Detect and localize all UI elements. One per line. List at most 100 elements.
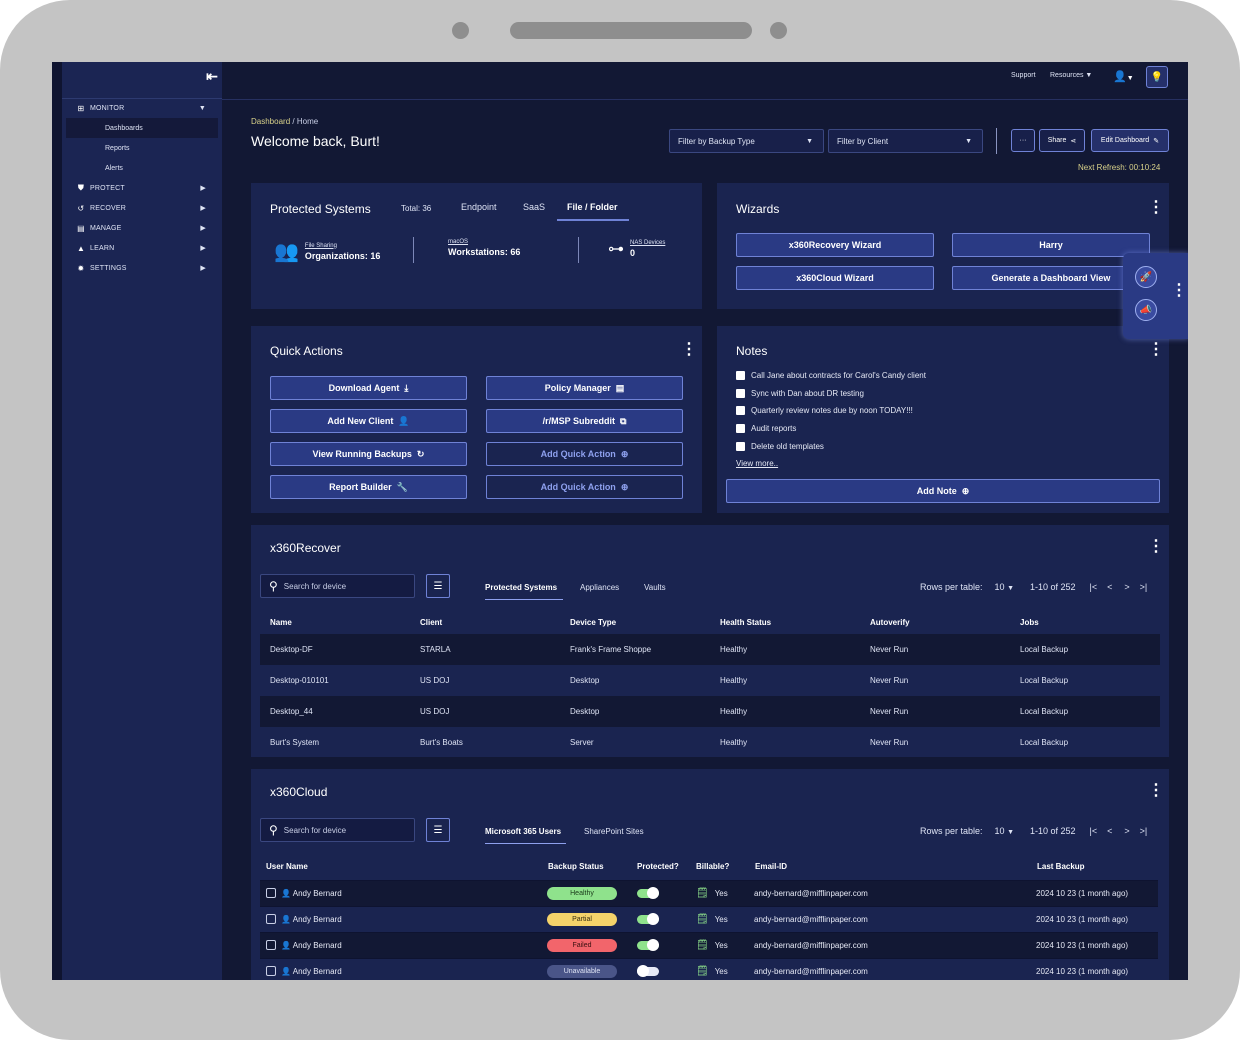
rows-per-table-select[interactable]: 10 ▼ bbox=[995, 826, 1014, 836]
table-row[interactable]: 👤 Andy Bernard Unavailable 🗒 Yes andy-ber… bbox=[260, 958, 1158, 980]
column-header-health-status[interactable]: Health Status bbox=[720, 618, 772, 627]
stat-macos[interactable]: macOS Workstations: 66 bbox=[442, 239, 520, 257]
first-page-icon[interactable]: |< bbox=[1089, 582, 1098, 592]
note-item[interactable]: Sync with Dan about DR testing bbox=[736, 389, 864, 398]
lightbulb-icon[interactable]: 💡 bbox=[1146, 66, 1168, 88]
row-checkbox[interactable] bbox=[266, 914, 276, 924]
tab-vaults[interactable]: Vaults bbox=[644, 583, 666, 592]
last-page-icon[interactable]: >| bbox=[1139, 582, 1148, 592]
column-header-email-id[interactable]: Email-ID bbox=[755, 862, 788, 871]
x360recovery-wizard-button[interactable]: x360Recovery Wizard bbox=[736, 233, 934, 257]
edit-dashboard-button[interactable]: Edit Dashboard ✎ bbox=[1091, 129, 1169, 152]
collapse-sidebar-icon[interactable]: ⇤ bbox=[206, 68, 218, 84]
msp-subreddit-button[interactable]: /r/MSP Subreddit ⧉ bbox=[486, 409, 683, 433]
table-row[interactable]: Desktop_44 US DOJ Desktop Healthy Never … bbox=[260, 696, 1160, 727]
sidebar-subitem-reports[interactable]: Reports bbox=[62, 138, 222, 158]
column-header-name[interactable]: Name bbox=[270, 618, 292, 627]
next-page-icon[interactable]: > bbox=[1124, 582, 1130, 592]
kebab-menu-icon[interactable]: ⋮ bbox=[1171, 282, 1187, 299]
prev-page-icon[interactable]: < bbox=[1107, 582, 1113, 592]
add-note-button[interactable]: Add Note ⊕ bbox=[726, 479, 1160, 503]
download-agent-button[interactable]: Download Agent ⤓ bbox=[270, 376, 467, 400]
column-header-protected[interactable]: Protected? bbox=[637, 862, 679, 871]
filter-backup-type-select[interactable]: Filter by Backup Type ▼ bbox=[669, 129, 824, 153]
tab-sharepoint-sites[interactable]: SharePoint Sites bbox=[584, 827, 644, 836]
stat-nas-devices[interactable]: ⊶ NAS Devices 0 bbox=[608, 239, 665, 259]
sidebar-subitem-alerts[interactable]: Alerts bbox=[62, 158, 222, 178]
sidebar-item-settings[interactable]: ✹ SETTINGS ▶ bbox=[62, 258, 222, 278]
note-checkbox[interactable] bbox=[736, 442, 745, 451]
stat-file-sharing[interactable]: 👥 File Sharing Organizations: 16 bbox=[274, 239, 380, 264]
note-item[interactable]: Audit reports bbox=[736, 424, 796, 433]
last-page-icon[interactable]: >| bbox=[1139, 826, 1148, 836]
kebab-menu-icon[interactable]: ⋮ bbox=[1148, 538, 1164, 555]
kebab-menu-icon[interactable]: ⋮ bbox=[1148, 782, 1164, 799]
view-running-backups-button[interactable]: View Running Backups ↻ bbox=[270, 442, 467, 466]
search-input[interactable]: ⚲ Search for device bbox=[260, 574, 415, 598]
protected-toggle[interactable] bbox=[637, 965, 659, 977]
table-row[interactable]: 👤 Andy Bernard Healthy 🗒 Yes andy-bernard… bbox=[260, 880, 1158, 906]
filter-client-select[interactable]: Filter by Client ▼ bbox=[828, 129, 983, 153]
column-header-last-backup[interactable]: Last Backup bbox=[1037, 862, 1085, 871]
note-item[interactable]: Call Jane about contracts for Carol's Ca… bbox=[736, 371, 926, 380]
tab-microsoft-365-users[interactable]: Microsoft 365 Users bbox=[485, 827, 562, 836]
note-checkbox[interactable] bbox=[736, 389, 745, 398]
column-header-autoverify[interactable]: Autoverify bbox=[870, 618, 910, 627]
table-row[interactable]: 👤 Andy Bernard Failed 🗒 Yes andy-bernard@… bbox=[260, 932, 1158, 958]
resources-menu[interactable]: Resources ▼ bbox=[1050, 72, 1092, 79]
protected-toggle[interactable] bbox=[637, 913, 659, 925]
column-header-client[interactable]: Client bbox=[420, 618, 443, 627]
tab-appliances[interactable]: Appliances bbox=[580, 583, 620, 592]
note-item[interactable]: Delete old templates bbox=[736, 442, 824, 451]
rows-per-table-select[interactable]: 10 ▼ bbox=[995, 582, 1014, 592]
sidebar-item-manage[interactable]: ▤ MANAGE ▶ bbox=[62, 218, 222, 238]
tab-file-folder[interactable]: File / Folder bbox=[567, 202, 618, 212]
add-quick-action-button[interactable]: Add Quick Action ⊕ bbox=[486, 442, 683, 466]
filter-list-button[interactable]: ☰ bbox=[426, 574, 450, 598]
breadcrumb-dashboard[interactable]: Dashboard bbox=[251, 117, 291, 126]
rocket-icon[interactable]: 🚀 bbox=[1135, 266, 1157, 288]
note-item[interactable]: Quarterly review notes due by noon TODAY… bbox=[736, 406, 913, 415]
tab-endpoint[interactable]: Endpoint bbox=[461, 202, 497, 212]
column-header-jobs[interactable]: Jobs bbox=[1020, 618, 1039, 627]
sidebar-item-recover[interactable]: ↺ RECOVER ▶ bbox=[62, 198, 222, 218]
report-builder-button[interactable]: Report Builder 🔧 bbox=[270, 475, 467, 499]
note-checkbox[interactable] bbox=[736, 424, 745, 433]
sidebar-item-learn[interactable]: ▲ LEARN ▶ bbox=[62, 238, 222, 258]
prev-page-icon[interactable]: < bbox=[1107, 826, 1113, 836]
tab-saas[interactable]: SaaS bbox=[523, 202, 546, 212]
note-checkbox[interactable] bbox=[736, 371, 745, 380]
megaphone-icon[interactable]: 📣 bbox=[1135, 299, 1157, 321]
row-checkbox[interactable] bbox=[266, 940, 276, 950]
generate-dashboard-view-button[interactable]: Generate a Dashboard View bbox=[952, 266, 1150, 290]
table-row[interactable]: Burt's System Burt's Boats Server Health… bbox=[260, 727, 1160, 758]
sidebar-subitem-dashboards[interactable]: Dashboards bbox=[66, 118, 218, 138]
column-header-backup-status[interactable]: Backup Status bbox=[548, 862, 604, 871]
more-options-button[interactable]: ··· bbox=[1011, 129, 1035, 152]
search-input[interactable]: ⚲ Search for device bbox=[260, 818, 415, 842]
note-checkbox[interactable] bbox=[736, 406, 745, 415]
row-checkbox[interactable] bbox=[266, 888, 276, 898]
column-header-user-name[interactable]: User Name bbox=[266, 862, 308, 871]
column-header-billable[interactable]: Billable? bbox=[696, 862, 730, 871]
next-page-icon[interactable]: > bbox=[1124, 826, 1130, 836]
kebab-menu-icon[interactable]: ⋮ bbox=[1148, 199, 1164, 216]
row-checkbox[interactable] bbox=[266, 966, 276, 976]
view-more-link[interactable]: View more.. bbox=[736, 459, 779, 468]
table-row[interactable]: Desktop-010101 US DOJ Desktop Healthy Ne… bbox=[260, 665, 1160, 696]
sidebar-item-protect[interactable]: ⛊ PROTECT ▶ bbox=[62, 178, 222, 198]
table-row[interactable]: Desktop-DF STARLA Frank's Frame Shoppe H… bbox=[260, 634, 1160, 665]
policy-manager-button[interactable]: Policy Manager ▤ bbox=[486, 376, 683, 400]
sidebar-item-monitor[interactable]: ⊞ MONITOR ▼ bbox=[62, 98, 222, 118]
harry-button[interactable]: Harry bbox=[952, 233, 1150, 257]
tab-protected-systems[interactable]: Protected Systems bbox=[485, 583, 558, 592]
column-header-device-type[interactable]: Device Type bbox=[570, 618, 617, 627]
kebab-menu-icon[interactable]: ⋮ bbox=[1148, 341, 1164, 358]
protected-toggle[interactable] bbox=[637, 939, 659, 951]
add-new-client-button[interactable]: Add New Client 👤 bbox=[270, 409, 467, 433]
first-page-icon[interactable]: |< bbox=[1089, 826, 1098, 836]
protected-toggle[interactable] bbox=[637, 887, 659, 899]
add-quick-action-button[interactable]: Add Quick Action ⊕ bbox=[486, 475, 683, 499]
x360cloud-wizard-button[interactable]: x360Cloud Wizard bbox=[736, 266, 934, 290]
kebab-menu-icon[interactable]: ⋮ bbox=[681, 341, 697, 358]
